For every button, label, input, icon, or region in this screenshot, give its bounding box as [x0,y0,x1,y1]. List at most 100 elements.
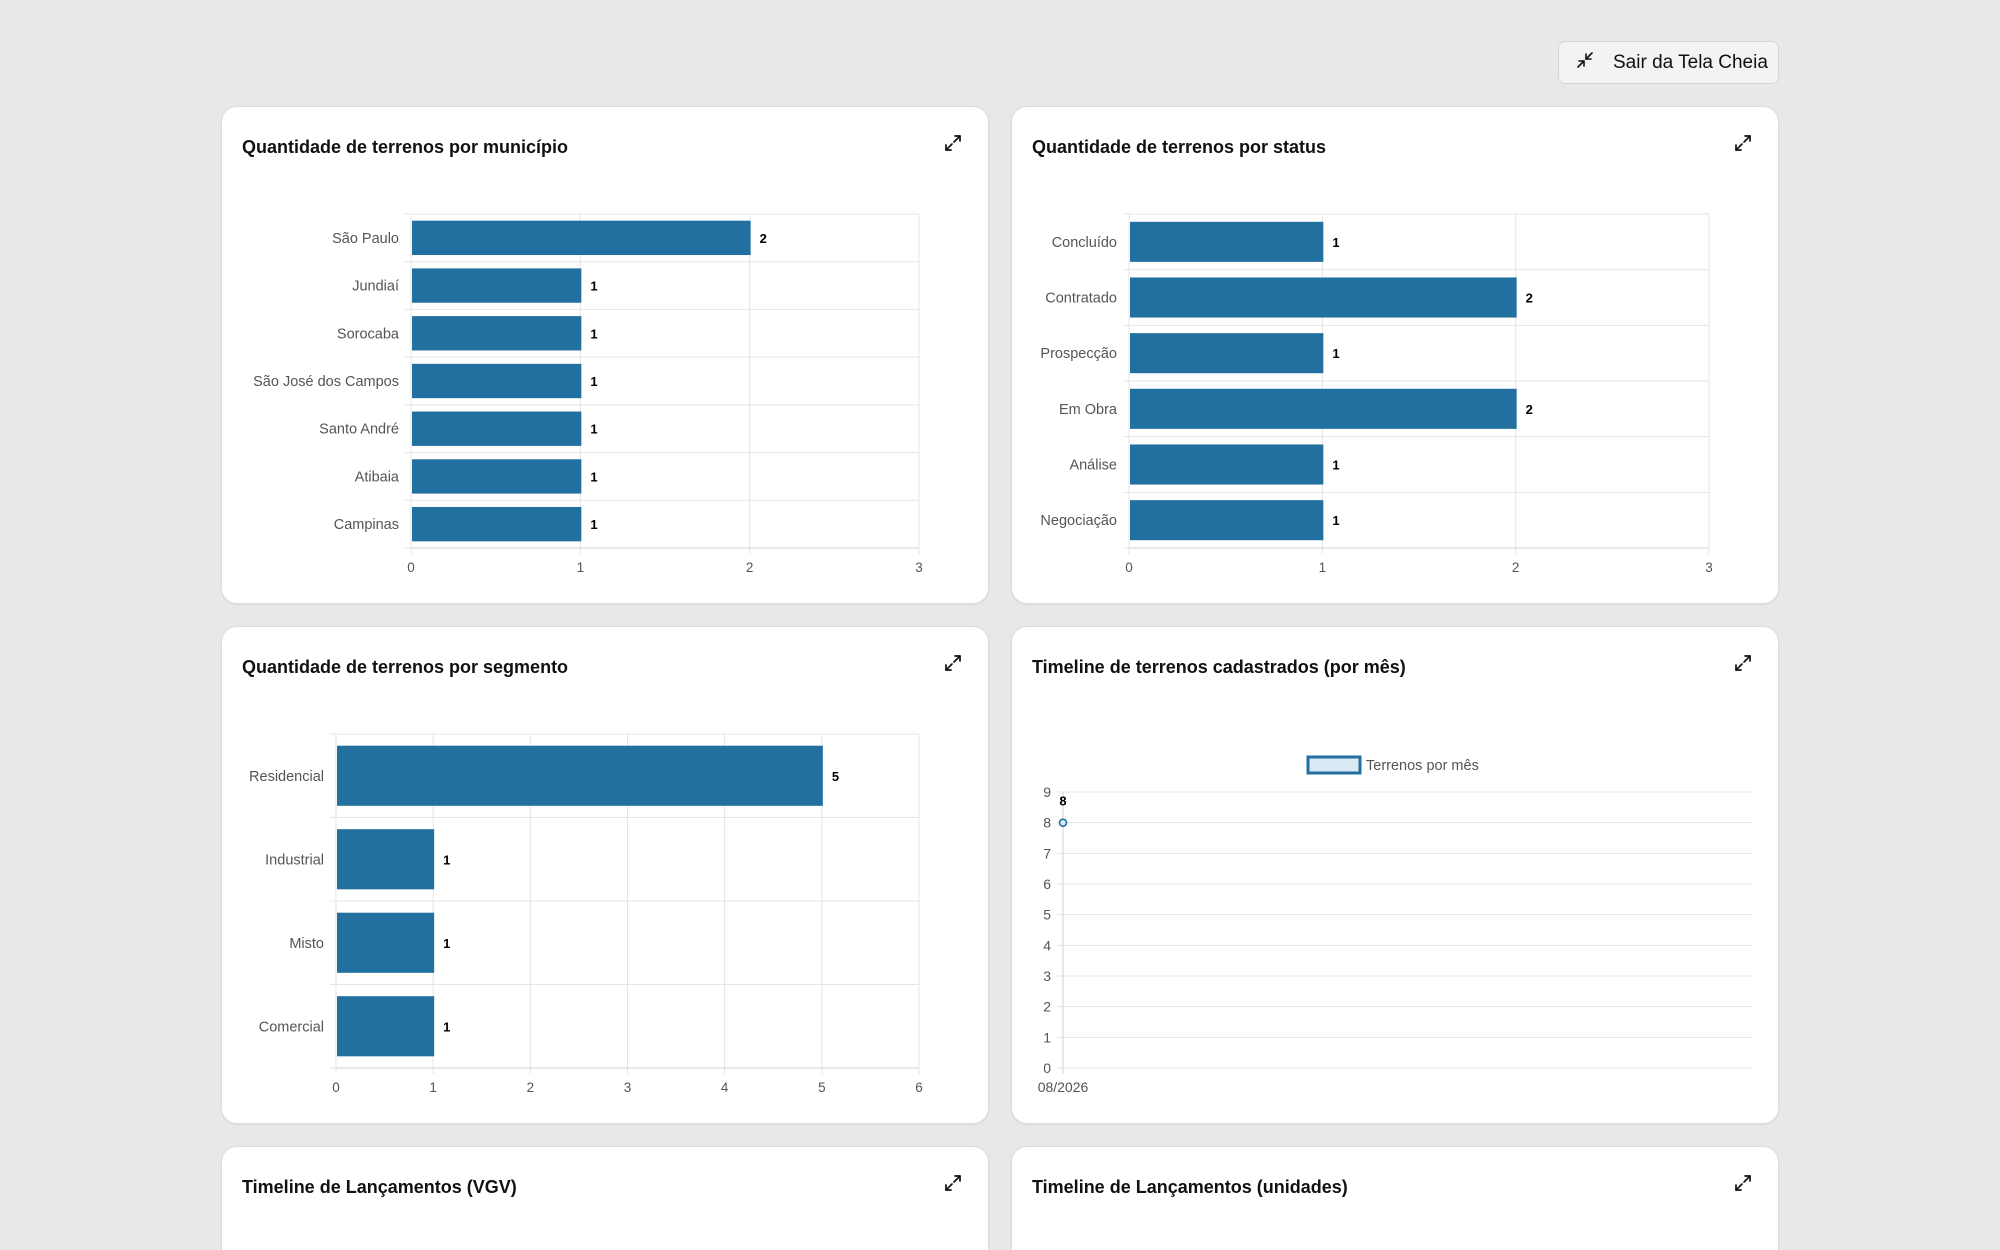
data-label: 1 [443,852,450,867]
y-tick-label: Negociação [1040,513,1117,529]
bar [1130,444,1324,485]
y-tick-label: 9 [1043,784,1051,800]
chart-card-lancamentos-unidades: Timeline de Lançamentos (unidades) [1011,1146,1779,1250]
bar [337,745,823,806]
exit-fullscreen-label: Sair da Tela Cheia [1613,51,1768,73]
data-label: 1 [443,1019,450,1034]
y-tick-label: São Paulo [332,231,399,247]
card-title: Timeline de Lançamentos (unidades) [1032,1177,1348,1197]
y-tick-label: Residencial [249,769,324,785]
y-tick-label: Em Obra [1059,402,1118,418]
y-tick-label: 3 [1043,968,1051,984]
card-title: Quantidade de terrenos por município [242,137,569,157]
data-label: 5 [832,769,839,784]
y-tick-label: 2 [1043,999,1051,1015]
expand-button[interactable] [1732,132,1754,154]
collapse-arrows-icon [1575,50,1595,75]
bar [1130,277,1517,318]
x-tick-label: 0 [407,560,415,575]
card-title: Quantidade de terrenos por segmento [242,657,569,677]
x-tick-label: 3 [624,1080,632,1095]
x-tick-label: 2 [1512,560,1520,575]
x-tick-label: 1 [577,560,585,575]
data-label: 1 [1332,458,1339,473]
y-tick-label: São José dos Campos [253,374,399,390]
chart-card-segmento: Quantidade de terrenos por segmento Resi… [221,626,989,1124]
y-tick-label: 7 [1043,845,1051,861]
y-tick-label: Campinas [334,517,399,533]
y-tick-label: 6 [1043,876,1051,892]
bar-chart-status: Concluído 1 Contratado 2 Prospecção 1 Em Obra 2… [1040,213,1713,575]
y-tick-label: 0 [1043,1060,1051,1076]
expand-button[interactable] [942,652,964,674]
y-tick-label: 5 [1043,907,1051,923]
expand-button[interactable] [1732,652,1754,674]
expand-button[interactable] [942,1172,964,1194]
x-tick-label: 2 [746,560,754,575]
data-label: 1 [1332,235,1339,250]
y-tick-label: Análise [1069,458,1117,474]
expand-button[interactable] [1732,1172,1754,1194]
bar [412,363,582,399]
expand-arrows-icon [1732,135,1754,158]
bar [412,268,582,303]
x-tick-label: 2 [527,1080,535,1095]
bar [337,829,435,890]
y-tick-label: Prospecção [1040,346,1117,362]
data-label: 1 [590,279,597,294]
bar [337,912,435,973]
data-label: 1 [1332,513,1339,528]
y-tick-label: Comercial [259,1019,324,1035]
data-label: 2 [1526,291,1533,306]
x-tick-label: 3 [915,560,923,575]
card-title: Quantidade de terrenos por status [1032,137,1327,157]
y-tick-label: Misto [289,936,324,952]
y-tick-label: 1 [1043,1029,1051,1045]
x-tick-label: 1 [1319,560,1327,575]
exit-fullscreen-button[interactable]: Sair da Tela Cheia [1558,41,1779,84]
y-tick-label: Contratado [1045,291,1117,307]
expand-arrows-icon [942,1175,964,1198]
data-label: 1 [590,374,597,389]
y-tick-label: Atibaia [355,469,400,485]
x-tick-label: 1 [429,1080,437,1095]
data-label: 1 [590,326,597,341]
x-tick-label: 0 [332,1080,340,1095]
bar [412,459,582,494]
expand-button[interactable] [942,132,964,154]
data-label: 1 [443,936,450,951]
bar [412,411,582,446]
expand-arrows-icon [1732,1175,1754,1198]
bar [1130,333,1324,374]
data-label: 1 [590,422,597,437]
chart-card-municipio: Quantidade de terrenos por município São… [221,106,989,604]
x-tick-label: 08/2026 [1038,1079,1089,1095]
bar [337,996,435,1057]
legend-label: Terrenos por mês [1366,758,1479,774]
chart-card-timeline-terrenos: Timeline de terrenos cadastrados (por mê… [1011,626,1779,1124]
data-label: 1 [590,469,597,484]
y-tick-label: Jundiaí [352,279,399,295]
expand-arrows-icon [942,135,964,158]
expand-arrows-icon [1732,655,1754,678]
data-point [1058,818,1068,827]
y-tick-label: 8 [1043,815,1051,831]
x-tick-label: 0 [1125,560,1133,575]
chart-card-status: Quantidade de terrenos por status Conclu… [1011,106,1779,604]
data-label: 2 [760,231,767,246]
y-tick-label: Industrial [265,852,324,868]
data-label: 1 [1332,346,1339,361]
bar [412,506,582,542]
card-title: Timeline de Lançamentos (VGV) [242,1177,517,1197]
y-tick-label: 4 [1043,937,1051,953]
bar [412,316,582,351]
y-tick-label: Sorocaba [337,326,400,342]
expand-arrows-icon [942,655,964,678]
card-title: Timeline de terrenos cadastrados (por mê… [1032,657,1406,677]
bar [1130,500,1324,541]
x-tick-label: 5 [818,1080,826,1095]
bar-chart-municipio: São Paulo 2 Jundiaí 1 Sorocaba 1 São José dos … [253,213,923,575]
bar-chart-segmento: Residencial 5 Industrial 1 Misto 1 Comercial 1 0… [249,733,923,1095]
data-label: 1 [590,517,597,532]
